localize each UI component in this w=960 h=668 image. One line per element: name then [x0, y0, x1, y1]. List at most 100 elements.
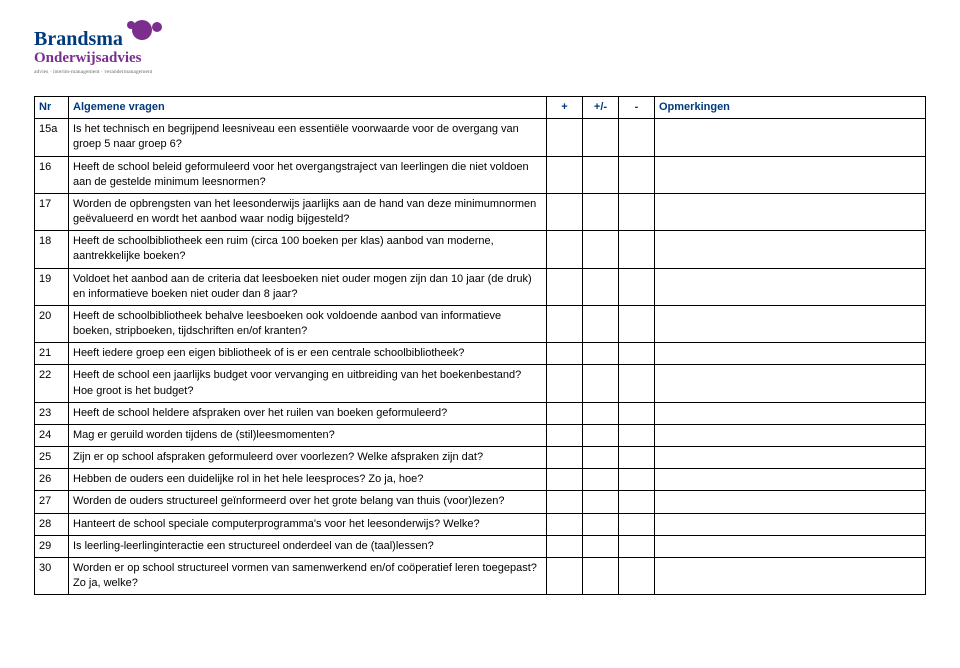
cell-plusminus[interactable]	[583, 424, 619, 446]
table-row: 30Worden er op school structureel vormen…	[35, 557, 926, 594]
cell-minus[interactable]	[619, 119, 655, 156]
cell-plus[interactable]	[547, 305, 583, 342]
cell-remarks[interactable]	[655, 268, 926, 305]
cell-remarks[interactable]	[655, 447, 926, 469]
cell-nr: 29	[35, 535, 69, 557]
cell-remarks[interactable]	[655, 305, 926, 342]
cell-remarks[interactable]	[655, 343, 926, 365]
cell-plus[interactable]	[547, 343, 583, 365]
cell-plusminus[interactable]	[583, 402, 619, 424]
cell-plusminus[interactable]	[583, 469, 619, 491]
cell-plus[interactable]	[547, 535, 583, 557]
cell-minus[interactable]	[619, 343, 655, 365]
cell-remarks[interactable]	[655, 231, 926, 268]
cell-remarks[interactable]	[655, 513, 926, 535]
cell-plus[interactable]	[547, 156, 583, 193]
cell-question: Heeft de school een jaarlijks budget voo…	[69, 365, 547, 402]
cell-remarks[interactable]	[655, 156, 926, 193]
cell-remarks[interactable]	[655, 535, 926, 557]
cell-question: Heeft de school beleid geformuleerd voor…	[69, 156, 547, 193]
cell-plus[interactable]	[547, 365, 583, 402]
cell-plusminus[interactable]	[583, 557, 619, 594]
table-row: 28Hanteert de school speciale computerpr…	[35, 513, 926, 535]
cell-plus[interactable]	[547, 119, 583, 156]
cell-question: Is leerling-leerlinginteractie een struc…	[69, 535, 547, 557]
table-row: 17Worden de opbrengsten van het leesonde…	[35, 193, 926, 230]
table-row: 16Heeft de school beleid geformuleerd vo…	[35, 156, 926, 193]
table-header-row: Nr Algemene vragen + +/- - Opmerkingen	[35, 97, 926, 119]
cell-question: Is het technisch en begrijpend leesnivea…	[69, 119, 547, 156]
cell-minus[interactable]	[619, 491, 655, 513]
cell-remarks[interactable]	[655, 424, 926, 446]
cell-plusminus[interactable]	[583, 268, 619, 305]
cell-remarks[interactable]	[655, 119, 926, 156]
cell-nr: 25	[35, 447, 69, 469]
cell-nr: 17	[35, 193, 69, 230]
cell-plus[interactable]	[547, 424, 583, 446]
cell-minus[interactable]	[619, 447, 655, 469]
cell-plusminus[interactable]	[583, 231, 619, 268]
brand-tagline: advies · interim-management · veranderma…	[34, 69, 153, 75]
cell-nr: 20	[35, 305, 69, 342]
cell-minus[interactable]	[619, 513, 655, 535]
cell-minus[interactable]	[619, 193, 655, 230]
cell-question: Mag er geruild worden tijdens de (stil)l…	[69, 424, 547, 446]
cell-plusminus[interactable]	[583, 365, 619, 402]
cell-minus[interactable]	[619, 402, 655, 424]
cell-question: Hanteert de school speciale computerprog…	[69, 513, 547, 535]
table-row: 23Heeft de school heldere afspraken over…	[35, 402, 926, 424]
cell-plus[interactable]	[547, 231, 583, 268]
cell-remarks[interactable]	[655, 365, 926, 402]
cell-plus[interactable]	[547, 447, 583, 469]
table-row: 27Worden de ouders structureel geïnforme…	[35, 491, 926, 513]
cell-minus[interactable]	[619, 365, 655, 402]
cell-minus[interactable]	[619, 557, 655, 594]
cell-plusminus[interactable]	[583, 343, 619, 365]
table-row: 20Heeft de schoolbibliotheek behalve lee…	[35, 305, 926, 342]
cell-remarks[interactable]	[655, 491, 926, 513]
cell-minus[interactable]	[619, 156, 655, 193]
cell-plusminus[interactable]	[583, 491, 619, 513]
cell-plusminus[interactable]	[583, 193, 619, 230]
cell-plus[interactable]	[547, 268, 583, 305]
cell-plus[interactable]	[547, 402, 583, 424]
cell-plus[interactable]	[547, 469, 583, 491]
col-plus: +	[547, 97, 583, 119]
table-row: 24Mag er geruild worden tijdens de (stil…	[35, 424, 926, 446]
cell-plus[interactable]	[547, 513, 583, 535]
table-row: 19Voldoet het aanbod aan de criteria dat…	[35, 268, 926, 305]
cell-nr: 28	[35, 513, 69, 535]
cell-plusminus[interactable]	[583, 447, 619, 469]
cell-minus[interactable]	[619, 268, 655, 305]
cell-remarks[interactable]	[655, 402, 926, 424]
brand-line2: Onderwijsadvies	[34, 50, 142, 66]
cell-question: Voldoet het aanbod aan de criteria dat l…	[69, 268, 547, 305]
table-row: 26Hebben de ouders een duidelijke rol in…	[35, 469, 926, 491]
cell-plusminus[interactable]	[583, 535, 619, 557]
cell-question: Heeft de school heldere afspraken over h…	[69, 402, 547, 424]
cell-minus[interactable]	[619, 305, 655, 342]
cell-nr: 16	[35, 156, 69, 193]
cell-question: Heeft iedere groep een eigen bibliotheek…	[69, 343, 547, 365]
cell-remarks[interactable]	[655, 469, 926, 491]
table-row: 25Zijn er op school afspraken geformulee…	[35, 447, 926, 469]
cell-plus[interactable]	[547, 557, 583, 594]
col-nr: Nr	[35, 97, 69, 119]
cell-plus[interactable]	[547, 491, 583, 513]
cell-minus[interactable]	[619, 231, 655, 268]
cell-plus[interactable]	[547, 193, 583, 230]
cell-question: Worden de ouders structureel geïnformeer…	[69, 491, 547, 513]
cell-plusminus[interactable]	[583, 305, 619, 342]
cell-remarks[interactable]	[655, 193, 926, 230]
cell-plusminus[interactable]	[583, 119, 619, 156]
cell-nr: 27	[35, 491, 69, 513]
cell-minus[interactable]	[619, 535, 655, 557]
cell-plusminus[interactable]	[583, 513, 619, 535]
cell-minus[interactable]	[619, 469, 655, 491]
cell-plusminus[interactable]	[583, 156, 619, 193]
cell-minus[interactable]	[619, 424, 655, 446]
cell-remarks[interactable]	[655, 557, 926, 594]
questions-table: Nr Algemene vragen + +/- - Opmerkingen 1…	[34, 96, 926, 595]
brand-line1: Brandsma	[34, 28, 123, 50]
cell-nr: 30	[35, 557, 69, 594]
